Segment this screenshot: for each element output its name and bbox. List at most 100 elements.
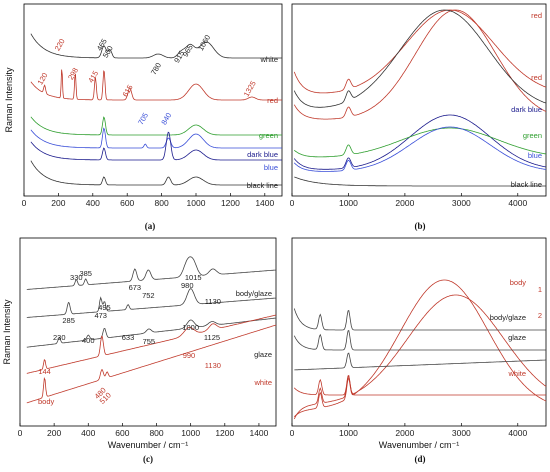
peak-annotation: 220	[53, 37, 67, 52]
series-label: dark blue	[247, 150, 278, 159]
peak-annotation: 385	[79, 269, 92, 278]
peak-annotation: 495	[98, 303, 111, 312]
x-axis-label: Wavenumber / cm⁻¹	[379, 440, 459, 450]
x-tick-label: 0	[22, 198, 27, 208]
panel-label: (d)	[415, 454, 426, 464]
peak-annotation: 990	[183, 351, 196, 360]
y-axis-label: Raman Intensity	[4, 67, 14, 133]
series-label: glaze	[254, 350, 272, 359]
peak-annotation: 633	[122, 333, 135, 342]
series-black-line	[294, 176, 546, 187]
series-label: dark blue	[511, 105, 542, 114]
peak-annotation: 230	[53, 333, 66, 342]
x-tick-label: 4000	[508, 198, 527, 208]
peak-annotation: 1060	[196, 33, 212, 52]
series-glaze	[26, 317, 277, 348]
peak-annotation: 755	[143, 337, 156, 346]
peak-annotation: 415	[86, 69, 100, 84]
series-label: red	[531, 11, 542, 20]
series-dark-blue	[293, 114, 547, 170]
series-body-glaze	[293, 308, 546, 331]
peak-annotation: 330	[70, 273, 83, 282]
series-label: blue	[264, 163, 278, 172]
series-label: green	[259, 131, 278, 140]
x-tick-label: 3000	[452, 198, 471, 208]
peak-annotation: 1125	[204, 333, 220, 342]
series-label: body	[38, 397, 55, 406]
plot-frame	[19, 237, 277, 427]
series-label: black line	[511, 180, 542, 189]
x-tick-label: 1000	[181, 428, 200, 438]
panel-label: (a)	[145, 221, 156, 231]
x-tick-label: 1000	[187, 198, 206, 208]
series-label: glaze	[508, 333, 526, 342]
x-tick-label: 0	[290, 428, 295, 438]
x-tick-label: 400	[86, 198, 100, 208]
series-dark-blue	[30, 131, 282, 161]
series-label: green	[523, 131, 542, 140]
series-body-1	[294, 279, 547, 418]
x-axis-label: Wavenumber / cm⁻¹	[108, 440, 188, 450]
series-label: white	[259, 55, 278, 64]
x-tick-label: 1400	[249, 428, 268, 438]
series-body	[26, 324, 277, 404]
peak-annotation: 120	[35, 71, 49, 86]
peak-annotation: 1000	[182, 323, 199, 332]
series-blue	[30, 127, 282, 149]
peak-annotation: 752	[142, 291, 155, 300]
series-label: blue	[528, 151, 542, 160]
peak-annotation: 144	[38, 367, 51, 376]
series-white	[294, 374, 546, 396]
x-tick-label: 400	[81, 428, 95, 438]
peak-annotation: 1130	[205, 361, 221, 370]
x-tick-label: 1000	[339, 428, 358, 438]
x-tick-label: 200	[47, 428, 61, 438]
series-red-1	[293, 9, 547, 94]
series-white	[30, 33, 282, 59]
series-label: body	[510, 278, 527, 287]
series-label: white	[507, 369, 526, 378]
peak-annotation: 473	[94, 311, 107, 320]
x-tick-label: 0	[290, 198, 295, 208]
series-red-2	[293, 9, 547, 120]
series-dark	[293, 9, 547, 108]
x-tick-label: 1200	[221, 198, 240, 208]
x-tick-label: 600	[120, 198, 134, 208]
x-tick-label: 600	[115, 428, 129, 438]
series-label: black line	[247, 181, 278, 190]
series-green	[294, 127, 547, 158]
peak-annotation: 298	[66, 66, 80, 81]
series-label: 1	[538, 285, 542, 294]
series-label: red	[531, 73, 542, 82]
panel-label: (b)	[415, 221, 426, 231]
series-label: red	[267, 96, 278, 105]
x-tick-label: 4000	[508, 428, 527, 438]
series-black-line	[30, 160, 282, 186]
series-glaze	[293, 329, 546, 351]
peak-annotation: 840	[159, 111, 173, 126]
x-tick-label: 1000	[339, 198, 358, 208]
peak-annotation: 1015	[185, 273, 202, 282]
peak-annotation: 980	[181, 281, 194, 290]
x-tick-label: 3000	[452, 428, 471, 438]
panel-label: (c)	[143, 454, 153, 464]
plot-frame	[291, 3, 547, 197]
series-white	[26, 314, 277, 374]
peak-annotation: 400	[82, 336, 95, 345]
x-tick-label: 2000	[395, 428, 414, 438]
series-label: body/glaze	[236, 289, 272, 298]
series-body-glaze	[26, 256, 277, 290]
series-body-glaze-2	[26, 288, 277, 318]
peak-annotation: 705	[136, 111, 150, 126]
x-tick-label: 200	[51, 198, 65, 208]
series-label: white	[253, 378, 272, 387]
y-axis-label: Raman Intensity	[2, 299, 12, 365]
peak-annotation: 1325	[242, 79, 258, 98]
series-label: 2	[538, 311, 542, 320]
peak-annotation: 673	[129, 283, 142, 292]
plot-frame	[291, 237, 547, 427]
peak-annotation: 780	[149, 61, 163, 76]
series-red	[30, 69, 282, 101]
series-glaze-2	[294, 352, 546, 371]
x-tick-label: 1400	[255, 198, 274, 208]
